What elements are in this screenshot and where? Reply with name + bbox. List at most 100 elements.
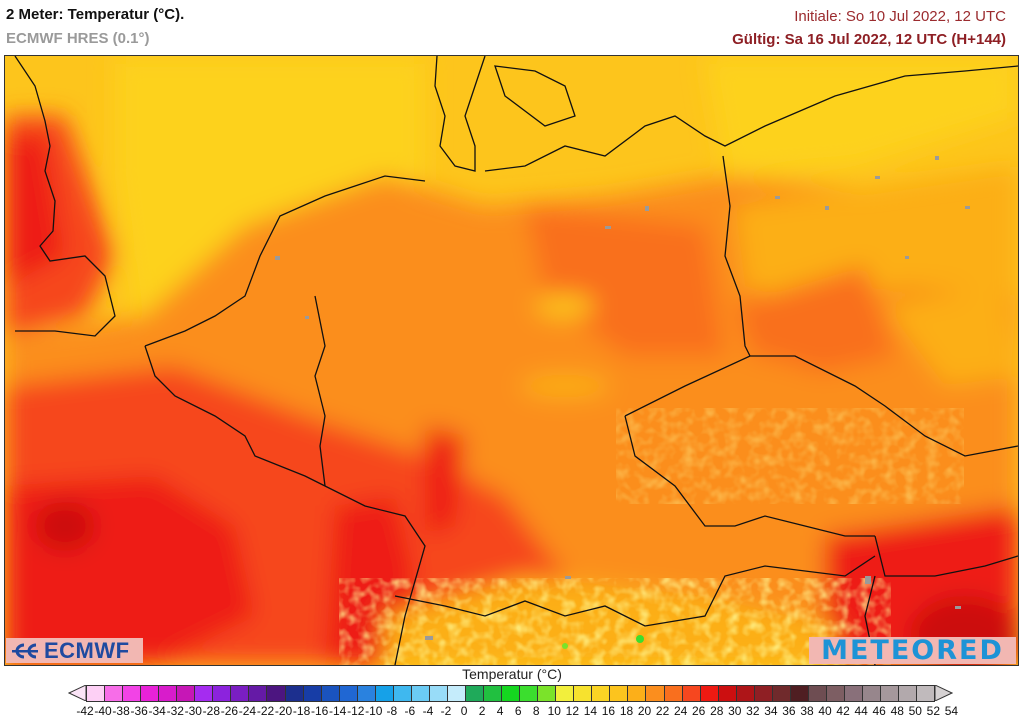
colorbar (68, 685, 954, 702)
model-subtitle: ECMWF HRES (0.1°) (6, 30, 150, 47)
lakes (275, 156, 970, 640)
colorbar-tick-label: 20 (637, 704, 652, 718)
colorbar-cell (682, 685, 701, 702)
colorbar-arrow-right-icon (935, 685, 954, 701)
init-time: Initiale: So 10 Jul 2022, 12 UTC (794, 8, 1006, 25)
colorbar-cell (177, 685, 196, 702)
colorbar-tick-label: 24 (673, 704, 688, 718)
temperature-map[interactable] (4, 55, 1019, 666)
colorbar-tick-label: -12 (347, 704, 365, 718)
alpine-cold-spot (636, 635, 644, 643)
colorbar-tick-label: -36 (130, 704, 148, 718)
valid-time: Gültig: Sa 16 Jul 2022, 12 UTC (H+144) (732, 31, 1006, 48)
colorbar-cell (899, 685, 918, 702)
colorbar-cell (303, 685, 322, 702)
colorbar-tick-label: 32 (746, 704, 760, 718)
colorbar-tick-label: 18 (619, 704, 634, 718)
colorbar-tick-label: 46 (872, 704, 886, 718)
coastlines-borders (14, 56, 1018, 665)
colorbar-cell (86, 685, 106, 702)
colorbar-tick-label: 30 (728, 704, 742, 718)
colorbar-arrow-left-icon (68, 685, 86, 701)
colorbar-cell (105, 685, 124, 702)
colorbar-tick-label: -28 (202, 704, 221, 718)
colorbar-tick-label: 38 (800, 704, 814, 718)
ecmwf-logo: ECMWF (6, 638, 143, 663)
colorbar-cell (411, 685, 430, 702)
colorbar-tick-label: 44 (854, 704, 868, 718)
colorbar-tick-label: 4 (496, 704, 504, 718)
colorbar-cell (826, 685, 845, 702)
colorbar-tick-label: -24 (238, 704, 257, 718)
colorbar-cell (790, 685, 809, 702)
colorbar-cell (592, 685, 611, 702)
colorbar-cell (718, 685, 737, 702)
colorbar-cell (231, 685, 250, 702)
colorbar-cell (772, 685, 791, 702)
colorbar-tick-label: 50 (908, 704, 922, 718)
colorbar-tick-label: 36 (782, 704, 796, 718)
colorbar-cell (447, 685, 466, 702)
colorbar-tick-label: -18 (292, 704, 311, 718)
colorbar-cell (808, 685, 827, 702)
colorbar-tick-label: -22 (256, 704, 275, 718)
colorbar-tick-label: 40 (818, 704, 832, 718)
colorbar-cell (213, 685, 232, 702)
colorbar-cell (357, 685, 376, 702)
colorbar-tick-label: -8 (386, 704, 398, 718)
colorbar-tick-label: 8 (532, 704, 540, 718)
colorbar-tick-label: 54 (944, 704, 959, 718)
colorbar-cell (844, 685, 864, 702)
colorbar-cell (141, 685, 160, 702)
colorbar-cells (86, 685, 936, 702)
meteored-logo: METEORED (809, 635, 1016, 666)
colorbar-tick-label: -2 (440, 704, 452, 718)
colorbar-cell (538, 685, 557, 702)
colorbar-tick-label: -4 (422, 704, 434, 718)
temperature-field (5, 56, 1018, 665)
ecmwf-logo-text: ECMWF (44, 637, 130, 663)
colorbar-tick-label: -16 (310, 704, 329, 718)
colorbar-ticks: -42 -40 -38 -36 -34 -32 -30 -28 -26 -24 -22 -20 -18-… (0, 704, 1024, 718)
colorbar-cell (881, 685, 900, 702)
colorbar-cell (195, 685, 214, 702)
colorbar-tick-label: -40 (94, 704, 112, 718)
colorbar-tick-label: -38 (112, 704, 130, 718)
colorbar-tick-label: 6 (514, 704, 522, 718)
colorbar-cell (465, 685, 485, 702)
colorbar-cell (863, 685, 882, 702)
colorbar-cell (123, 685, 142, 702)
colorbar-tick-label: -6 (404, 704, 416, 718)
colorbar-cell (484, 685, 503, 702)
colorbar-cell (917, 685, 936, 702)
colorbar-tick-label: 2 (478, 704, 486, 718)
colorbar-cell (520, 685, 539, 702)
colorbar-tick-label: 16 (601, 704, 616, 718)
colorbar-tick-label: 26 (692, 704, 706, 718)
colorbar-tick-label: 52 (926, 704, 941, 718)
colorbar-cell (736, 685, 755, 702)
header-title: 2 Meter: Temperatur (°C). (6, 6, 185, 23)
colorbar-cell (429, 685, 448, 702)
colorbar-cell (754, 685, 773, 702)
colorbar-tick-label: -42 (76, 704, 94, 718)
colorbar-tick-label: 48 (890, 704, 904, 718)
meteored-logo-text: METEORED (821, 635, 1004, 666)
colorbar-cell (502, 685, 521, 702)
colorbar-cell (321, 685, 340, 702)
colorbar-tick-label: 28 (710, 704, 724, 718)
colorbar-cell (285, 685, 304, 702)
colorbar-cell (646, 685, 665, 702)
colorbar-tick-label: 34 (764, 704, 778, 718)
colorbar-cell (628, 685, 647, 702)
colorbar-cell (267, 685, 286, 702)
colorbar-tick-label: 12 (565, 704, 580, 718)
alpine-cold-spot (562, 643, 568, 649)
colorbar-cell (610, 685, 629, 702)
colorbar-tick-label: -26 (220, 704, 239, 718)
colorbar-cell (393, 685, 412, 702)
colorbar-tick-label: 10 (547, 704, 561, 718)
colorbar-cell (556, 685, 575, 702)
colorbar-tick-label: -30 (184, 704, 202, 718)
ecmwf-mark-icon (10, 642, 40, 660)
